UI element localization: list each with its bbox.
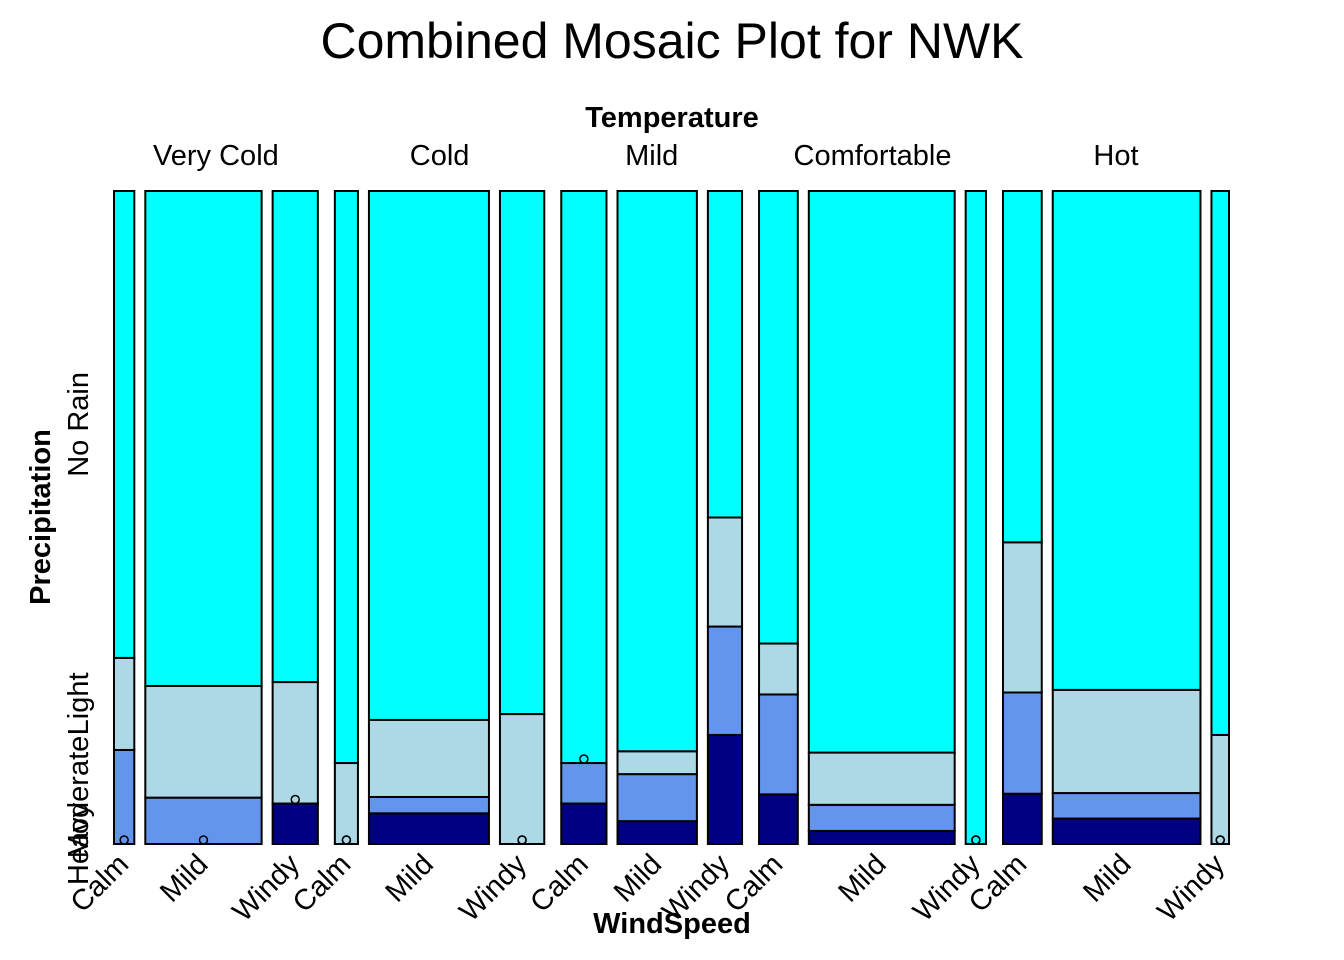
windspeed-label-very-cold-mild: Mild bbox=[154, 848, 214, 908]
zero-marker-cold-windy-moderate bbox=[517, 835, 527, 845]
tile-mild-windy-moderate bbox=[706, 625, 744, 736]
windspeed-label-cold-mild: Mild bbox=[380, 848, 440, 908]
tile-hot-calm-no-rain bbox=[1001, 190, 1043, 544]
tile-cold-windy-light bbox=[498, 713, 546, 845]
tile-comfortable-calm-no-rain bbox=[758, 190, 799, 645]
zero-marker-comfortable-windy-light bbox=[971, 835, 981, 845]
y-axis-title: Precipitation bbox=[25, 429, 57, 605]
zero-marker-very-cold-windy-moderate bbox=[290, 794, 300, 805]
tile-very-cold-calm-no-rain bbox=[113, 190, 136, 659]
tile-mild-mild-light bbox=[616, 750, 698, 776]
precipitation-label-no-rain: No Rain bbox=[63, 372, 95, 477]
zero-marker-very-cold-calm-heavy bbox=[119, 835, 129, 845]
tile-comfortable-mild-light bbox=[807, 751, 956, 806]
zero-marker-cold-calm-moderate bbox=[341, 835, 352, 845]
x-axis-title: WindSpeed bbox=[593, 908, 751, 940]
tile-mild-windy-heavy bbox=[706, 733, 744, 846]
tile-mild-mild-moderate bbox=[616, 773, 698, 823]
tile-hot-mild-heavy bbox=[1051, 817, 1202, 846]
tile-hot-mild-light bbox=[1051, 688, 1202, 795]
windspeed-label-hot-windy: Windy bbox=[1152, 848, 1232, 928]
tile-mild-calm-moderate bbox=[560, 762, 608, 805]
zero-cell-markers bbox=[119, 754, 1225, 845]
tile-very-cold-mild-light bbox=[144, 684, 263, 799]
tile-cold-mild-moderate bbox=[367, 795, 490, 815]
tile-cold-calm-no-rain bbox=[333, 190, 359, 765]
tile-comfortable-calm-moderate bbox=[758, 693, 799, 796]
tile-cold-mild-light bbox=[367, 718, 490, 798]
temperature-label-very-cold: Very Cold bbox=[153, 140, 279, 172]
tile-very-cold-windy-light bbox=[271, 681, 319, 805]
tile-hot-calm-moderate bbox=[1001, 691, 1043, 795]
tile-very-cold-windy-no-rain bbox=[271, 190, 319, 684]
temperature-label-hot: Hot bbox=[1093, 140, 1138, 172]
mosaic-tiles bbox=[113, 190, 1230, 846]
zero-marker-mild-calm-light bbox=[579, 754, 589, 764]
windspeed-label-mild-mild: Mild bbox=[608, 848, 668, 908]
tile-very-cold-calm-moderate bbox=[113, 748, 136, 845]
tile-mild-mild-heavy bbox=[616, 820, 698, 846]
tile-hot-mild-no-rain bbox=[1051, 190, 1202, 691]
windspeed-label-comfortable-mild: Mild bbox=[832, 848, 892, 908]
tile-hot-windy-no-rain bbox=[1210, 190, 1230, 736]
chart-title: Combined Mosaic Plot for NWK bbox=[320, 13, 1023, 69]
tile-hot-calm-heavy bbox=[1001, 792, 1043, 845]
tile-very-cold-calm-light bbox=[113, 656, 136, 751]
tile-cold-mild-no-rain bbox=[367, 190, 490, 721]
tile-comfortable-windy-no-rain bbox=[964, 190, 987, 845]
precipitation-label-moderate: Moderate bbox=[63, 736, 95, 859]
tile-comfortable-calm-light bbox=[758, 642, 799, 696]
windspeed-label-cold-calm: Calm bbox=[287, 848, 357, 918]
temperature-label-comfortable: Comfortable bbox=[794, 140, 952, 172]
tile-mild-mild-no-rain bbox=[616, 190, 698, 753]
temperature-label-mild: Mild bbox=[625, 140, 678, 172]
windspeed-label-mild-calm: Calm bbox=[524, 848, 594, 918]
temperature-label-cold: Cold bbox=[410, 140, 470, 172]
tile-very-cold-mild-no-rain bbox=[144, 190, 263, 687]
tile-comfortable-mild-heavy bbox=[807, 829, 956, 846]
tile-very-cold-mild-moderate bbox=[144, 796, 263, 846]
tile-mild-windy-no-rain bbox=[706, 190, 744, 519]
tile-comfortable-mild-moderate bbox=[807, 803, 956, 832]
tile-mild-windy-light bbox=[706, 516, 744, 628]
windspeed-label-hot-mild: Mild bbox=[1077, 848, 1137, 908]
precipitation-label-heavy: Heavy bbox=[63, 802, 95, 885]
tile-comfortable-calm-heavy bbox=[758, 793, 799, 845]
temperature-labels: Very Cold Cold Mild Comfortable Hot bbox=[153, 140, 1139, 172]
tile-cold-windy-no-rain bbox=[498, 190, 546, 716]
tile-cold-mild-heavy bbox=[367, 812, 490, 845]
top-axis-title: Temperature bbox=[585, 102, 759, 134]
tile-hot-windy-light bbox=[1210, 733, 1230, 846]
tile-hot-calm-light bbox=[1001, 541, 1043, 694]
zero-marker-hot-windy-moderate bbox=[1215, 835, 1225, 845]
tile-cold-calm-light bbox=[333, 762, 359, 846]
tile-mild-calm-no-rain bbox=[560, 190, 608, 765]
tile-mild-calm-heavy bbox=[560, 802, 608, 846]
precipitation-label-light: Light bbox=[63, 672, 95, 735]
tile-very-cold-windy-heavy bbox=[271, 802, 319, 846]
tile-comfortable-mild-no-rain bbox=[807, 190, 956, 754]
zero-marker-very-cold-mild-heavy bbox=[198, 835, 209, 845]
windspeed-label-cold-windy: Windy bbox=[453, 848, 533, 928]
tile-hot-mild-moderate bbox=[1051, 792, 1202, 820]
